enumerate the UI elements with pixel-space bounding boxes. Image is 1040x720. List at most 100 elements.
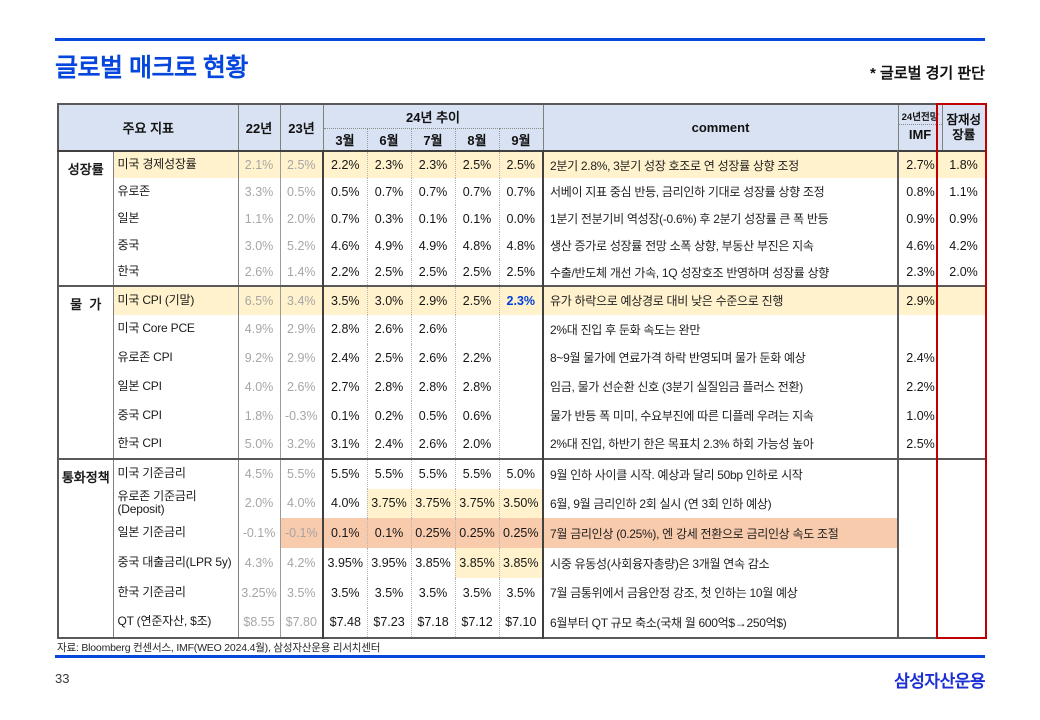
- value-2022: 1.8%: [238, 401, 281, 430]
- potential-growth-value: [942, 548, 986, 578]
- header-imf-label: IMF: [908, 127, 932, 142]
- value-jul: 2.6%: [411, 314, 456, 344]
- comment-text: 생산 증가로 성장률 전망 소폭 상향, 부동산 부진은 지속: [543, 232, 900, 259]
- value-jun: 2.3%: [367, 151, 412, 178]
- value-aug: 5.5%: [455, 458, 500, 489]
- value-jul: 3.75%: [411, 488, 456, 519]
- table-row: 중국 CPI 1.8% -0.3% 0.1% 0.2% 0.5% 0.6% 물가 반등 폭 미…: [58, 401, 986, 430]
- imf-forecast: [898, 608, 942, 638]
- value-sep: 0.0%: [499, 205, 545, 232]
- table-header: 주요 지표 22년 23년 24년 추이 comment 24년전망 IMF 잠…: [57, 103, 987, 152]
- comment-text: 시중 유동성(사회융자총량)은 3개월 연속 감소: [543, 548, 900, 578]
- value-2022: 2.0%: [238, 488, 281, 519]
- potential-growth-value: [942, 430, 986, 459]
- table-row: 일본 1.1% 2.0% 0.7% 0.3% 0.1% 0.1% 0.0% 1분기 전분기비 역…: [58, 205, 986, 232]
- value-sep: [499, 372, 545, 402]
- indicator-label: 중국 CPI: [113, 401, 239, 430]
- value-mar: 5.5%: [323, 458, 368, 489]
- value-jun: 0.2%: [367, 401, 412, 430]
- imf-forecast: 2.5%: [906, 436, 935, 451]
- table-row: QT (연준자산, $조) $8.55 $7.80 $7.48 $7.23 $7.18 $7…: [58, 607, 986, 638]
- imf-forecast: 2.3%: [906, 265, 935, 279]
- indicator-label: 유로존: [113, 178, 239, 205]
- value-2022: 4.0%: [238, 372, 281, 402]
- header-month-jul: 7월: [410, 128, 456, 152]
- value-aug: 2.5%: [455, 259, 500, 286]
- value-jun: 2.5%: [367, 343, 412, 373]
- imf-forecast: [898, 489, 942, 519]
- value-mar: 4.0%: [323, 488, 368, 519]
- table-row: 유로존 CPI 9.2% 2.9% 2.4% 2.5% 2.6% 2.2% 8~9월 물가에 …: [58, 343, 986, 373]
- indicator-label: 일본: [113, 205, 239, 232]
- value-mar: 2.4%: [323, 343, 368, 373]
- potential-growth-value: 2.0%: [949, 265, 978, 279]
- value-jul: 0.5%: [411, 401, 456, 430]
- table-row: 중국 3.0% 5.2% 4.6% 4.9% 4.9% 4.8% 4.8% 생산 증가로 성장률…: [58, 232, 986, 259]
- comment-text: 6월, 9월 금리인하 2회 실시 (연 3회 인하 예상): [543, 488, 900, 519]
- value-aug: 2.2%: [455, 343, 500, 373]
- value-jun: 0.3%: [367, 205, 412, 232]
- page-subtitle: * 글로벌 경기 판단: [870, 65, 985, 82]
- value-sep: 0.7%: [499, 178, 545, 205]
- indicator-label: 미국 Core PCE: [113, 314, 239, 344]
- value-mar: 2.2%: [323, 259, 368, 286]
- value-aug: [455, 314, 500, 344]
- potential-growth-value: [942, 315, 986, 344]
- comment-text: 7월 금통위에서 금융안정 강조, 첫 인하는 10월 예상: [543, 577, 900, 608]
- comment-text: 수출/반도체 개선 가속, 1Q 성장호조 반영하며 성장률 상향: [543, 259, 900, 286]
- table-row: 일본 CPI 4.0% 2.6% 2.7% 2.8% 2.8% 2.8% 임금, 물가 선순환…: [58, 372, 986, 402]
- value-sep: 4.8%: [499, 232, 545, 259]
- macro-table-wrap: 주요 지표 22년 23년 24년 추이 comment 24년전망 IMF 잠…: [57, 103, 988, 639]
- value-jun: 3.5%: [367, 577, 412, 608]
- header-2022: 22년: [237, 103, 281, 152]
- indicator-label: 미국 경제성장률: [113, 151, 239, 178]
- indicator-label: 미국 CPI (기말): [113, 286, 239, 315]
- value-2022: 3.3%: [238, 178, 281, 205]
- table-row: 통화정책 미국 기준금리 4.5% 5.5% 5.5% 5.5% 5.5% 5.5% 5.0% 9…: [58, 458, 986, 638]
- value-aug: 3.75%: [455, 488, 500, 519]
- table-row: 유로존 기준금리 (Deposit) 2.0% 4.0% 4.0% 3.75% 3.75%…: [58, 488, 986, 519]
- comment-text: 2분기 2.8%, 3분기 성장 호조로 연 성장률 상향 조정: [543, 151, 900, 178]
- table-row: 유로존 3.3% 0.5% 0.5% 0.7% 0.7% 0.7% 0.7% 서베이 지표 중심…: [58, 178, 986, 205]
- comment-text: 2%대 진입 후 둔화 속도는 완만: [543, 314, 900, 344]
- value-2023: 3.4%: [280, 286, 325, 315]
- value-mar: 3.5%: [323, 577, 368, 608]
- comment-text: 7월 금리인상 (0.25%), 엔 강세 전환으로 금리인상 속도 조절: [543, 518, 900, 549]
- comment-text: 8~9월 물가에 연료가격 하락 반영되며 물가 둔화 예상: [543, 343, 900, 373]
- value-jul: 0.7%: [411, 178, 456, 205]
- value-jul: 3.5%: [411, 577, 456, 608]
- imf-forecast: [898, 518, 942, 548]
- table-row: 한국 CPI 5.0% 3.2% 3.1% 2.4% 2.6% 2.0% 2%대 진입, 하반…: [58, 429, 986, 459]
- value-sep: [499, 343, 545, 373]
- value-jun: 2.4%: [367, 429, 412, 459]
- value-jun: $7.23: [367, 607, 412, 638]
- value-mar: 0.7%: [323, 205, 368, 232]
- value-aug: 2.0%: [455, 429, 500, 459]
- potential-growth-value: [942, 608, 986, 638]
- value-2023: 2.6%: [280, 372, 325, 402]
- value-2022: 2.1%: [238, 151, 281, 178]
- value-aug: 4.8%: [455, 232, 500, 259]
- comment-text: 서베이 지표 중심 반등, 금리인하 기대로 성장률 상향 조정: [543, 178, 900, 205]
- header-2024-trend: 24년 추이: [322, 103, 544, 129]
- indicator-label: 유로존 CPI: [113, 343, 239, 373]
- value-2023: 2.9%: [280, 314, 325, 344]
- value-jul: 2.5%: [411, 259, 456, 286]
- value-jun: 3.0%: [367, 286, 412, 315]
- comment-text: 9월 인하 사이클 시작. 예상과 달리 50bp 인하로 시작: [543, 458, 900, 489]
- table-row: 물 가 미국 CPI (기말) 6.5% 3.4% 3.5% 3.0% 2.9% 2.5% 2.…: [58, 286, 987, 459]
- value-aug: 2.5%: [455, 286, 500, 315]
- value-mar: 3.1%: [323, 429, 368, 459]
- value-2022: 2.6%: [238, 259, 281, 286]
- header-imf-outlook: 24년전망 IMF: [897, 103, 943, 152]
- value-mar: 0.1%: [323, 401, 368, 430]
- table-row: 일본 기준금리 -0.1% -0.1% 0.1% 0.1% 0.25% 0.25% 0.25%…: [58, 518, 986, 549]
- imf-forecast: 4.6%: [906, 238, 935, 253]
- imf-forecast: [898, 578, 942, 608]
- potential-growth-value: [942, 286, 987, 315]
- value-jul: 2.6%: [411, 429, 456, 459]
- imf-forecast: 0.9%: [906, 211, 935, 226]
- value-aug: $7.12: [455, 607, 500, 638]
- value-2023: 5.5%: [280, 458, 325, 489]
- comment-text: 임금, 물가 선순환 신호 (3분기 실질임금 플러스 전환): [543, 372, 900, 402]
